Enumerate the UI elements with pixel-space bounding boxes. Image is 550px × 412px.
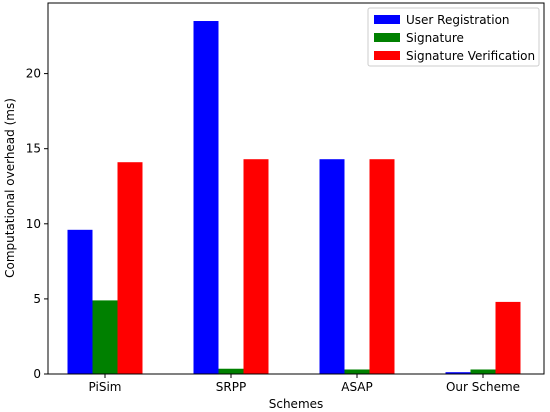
x-axis-ticks: PiSim SRPP ASAP Our Scheme <box>89 374 520 394</box>
x-axis-label: Schemes <box>269 397 324 411</box>
bar-signature-our-scheme <box>470 369 496 374</box>
y-tick-label: 0 <box>33 367 41 381</box>
legend-swatch <box>374 33 400 42</box>
x-tick-label: Our Scheme <box>446 380 520 394</box>
x-tick-label: PiSim <box>89 380 122 394</box>
bar-signature-verification-pisim <box>117 162 143 374</box>
bar-signature-verification-srpp <box>243 159 269 374</box>
y-tick-label: 5 <box>33 292 41 306</box>
legend-label: Signature <box>406 31 464 45</box>
bar-user-registration-srpp <box>193 21 219 375</box>
bar-signature-asap <box>344 369 370 374</box>
y-axis-label: Computational overhead (ms) <box>3 98 17 278</box>
y-tick-label: 10 <box>26 217 41 231</box>
bar-signature-verification-our-scheme <box>495 301 521 374</box>
bar-signature-verification-asap <box>369 159 395 374</box>
y-tick-label: 15 <box>26 142 41 156</box>
x-tick-label: ASAP <box>341 380 373 394</box>
bar-user-registration-our-scheme <box>445 372 471 374</box>
legend-swatch <box>374 15 400 24</box>
bar-user-registration-asap <box>319 159 345 374</box>
legend-frame <box>367 7 540 67</box>
x-tick-label: SRPP <box>216 380 246 394</box>
y-axis-ticks: 0 5 10 15 20 <box>26 67 48 381</box>
legend-swatch <box>374 51 400 60</box>
legend-label: User Registration <box>406 13 510 27</box>
bar-user-registration-pisim <box>67 229 93 374</box>
bar-signature-pisim <box>92 300 118 374</box>
plot-frame <box>47 2 545 375</box>
bar-signature-srpp <box>218 368 244 374</box>
bars-group <box>67 21 521 375</box>
y-tick-label: 20 <box>26 67 41 81</box>
legend-label: Signature Verification <box>406 49 535 63</box>
legend: User Registration Signature Signature Veri… <box>367 7 540 67</box>
